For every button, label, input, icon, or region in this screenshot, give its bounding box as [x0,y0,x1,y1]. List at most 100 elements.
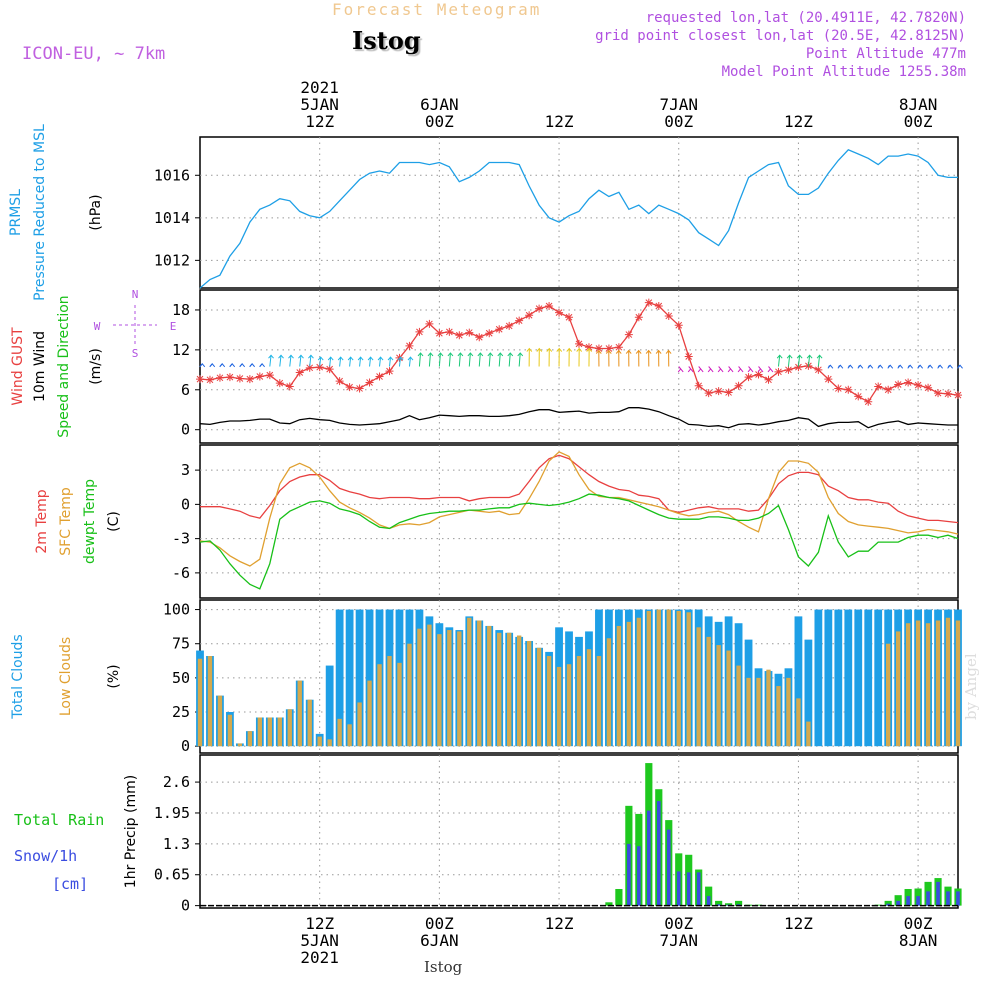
gust-marker [694,381,703,390]
gust-marker [894,380,903,389]
snow-bar [716,904,721,906]
top-time-label: 12Z [784,112,813,131]
rain-bar [874,904,882,906]
y-tick-label: 75 [172,635,190,653]
wind-arrow-head [737,368,744,373]
low-cloud-bar [317,736,322,747]
wind-arrow-head [327,356,334,361]
low-cloud-bar [207,656,213,747]
point-altitude: Point Altitude 477m [805,46,966,62]
wind-arrow-head [827,364,834,369]
precip-legend-label: Total Rain [14,811,104,829]
gust-marker [684,352,693,361]
gust-marker [335,377,344,386]
gust-marker [215,373,224,382]
total-cloud-bar [355,609,364,747]
y-axis-label: Wind GUST [10,327,26,406]
wind-direction-arrow [299,355,302,367]
model-label: ICON-EU, ~ 7km [22,44,166,64]
gust-marker [864,397,873,406]
gust-marker [674,321,683,330]
gust-marker [654,301,663,310]
low-cloud-bar [427,624,432,747]
low-cloud-bar [556,666,562,747]
top-time-label: 12Z [545,112,574,131]
wind-arrow-head [317,356,324,361]
wind-arrow-head [897,364,904,369]
wind-arrow-head [229,362,236,368]
y-axis-label: Low Clouds [58,637,74,716]
snow-bar [936,881,940,906]
rain-bar [884,900,892,906]
wind-arrow-head [546,347,553,352]
snow-bar [637,846,641,906]
gust-marker [545,301,554,310]
wind-arrow-head [586,347,593,352]
gust-marker [285,382,294,391]
low-cloud-bar [327,739,332,747]
gust-marker [255,372,264,381]
wind-direction-arrow [777,355,781,367]
gust-marker [584,343,593,352]
gust-marker [235,374,244,383]
wind-direction-arrow [768,366,771,370]
gust-marker [505,321,514,330]
snow-bar [896,900,900,906]
y-tick-label: 0 [181,897,190,915]
wind-direction-arrow [748,366,751,370]
temperature-series-line [199,493,959,590]
wind-arrow-head [357,356,364,361]
top-time-label: 8JAN [899,95,938,114]
wind-arrow-head [249,362,256,368]
y-tick-label: 25 [172,703,190,721]
y-axis-label: Pressure Reduced to MSL [32,124,48,301]
low-cloud-bar [507,632,512,747]
wind-arrow-head [927,364,934,369]
wind-arrow-head [857,364,864,369]
gust-marker [305,363,314,372]
temperature-panel-frame [199,444,959,599]
gust-marker [435,329,444,338]
low-cloud-bar [626,621,632,747]
low-cloud-bar [786,677,791,747]
wind-arrow-head [507,352,514,357]
low-cloud-bar [387,656,392,747]
low-cloud-bar [696,627,701,747]
top-time-label: 5JAN [300,95,339,114]
wind-direction-arrow [359,357,362,367]
model-point-altitude: Model Point Altitude 1255.38m [721,64,966,80]
snow-bar [676,871,681,906]
wind-direction-arrow [329,357,332,367]
wind-direction-arrow [349,357,352,367]
y-tick-label: 2.6 [163,773,190,791]
wind-direction-arrow [438,352,441,367]
snow-bar [627,843,631,906]
rain-bar [894,895,902,906]
gust-marker [624,330,633,339]
total-cloud-bar [335,609,344,747]
low-cloud-bar [656,609,661,747]
y-tick-label: 0 [181,495,190,513]
low-cloud-bar [457,631,462,747]
wind-arrow-head [407,356,414,361]
wind-arrow-head [786,354,793,359]
wind-arrow-head [625,349,632,354]
pressure-series-line [199,149,958,289]
low-cloud-bar [477,620,482,747]
wind-arrow-head [837,364,844,369]
gust-marker [265,371,274,380]
gust-marker [565,313,574,322]
gust-marker [385,367,394,376]
gust-marker [924,383,933,392]
y-tick-label: -6 [172,564,190,582]
gust-marker [515,316,524,325]
precip-legend-label: Snow/1h [14,847,77,865]
wind-arrow-head [867,364,874,369]
wind-direction-arrow [289,355,292,367]
y-axis-label: (%) [106,664,122,688]
gust-marker [196,375,204,384]
gust-marker [664,311,673,320]
snow-bar [946,891,950,906]
rain-bar [725,903,733,906]
low-cloud-bar [736,665,741,747]
